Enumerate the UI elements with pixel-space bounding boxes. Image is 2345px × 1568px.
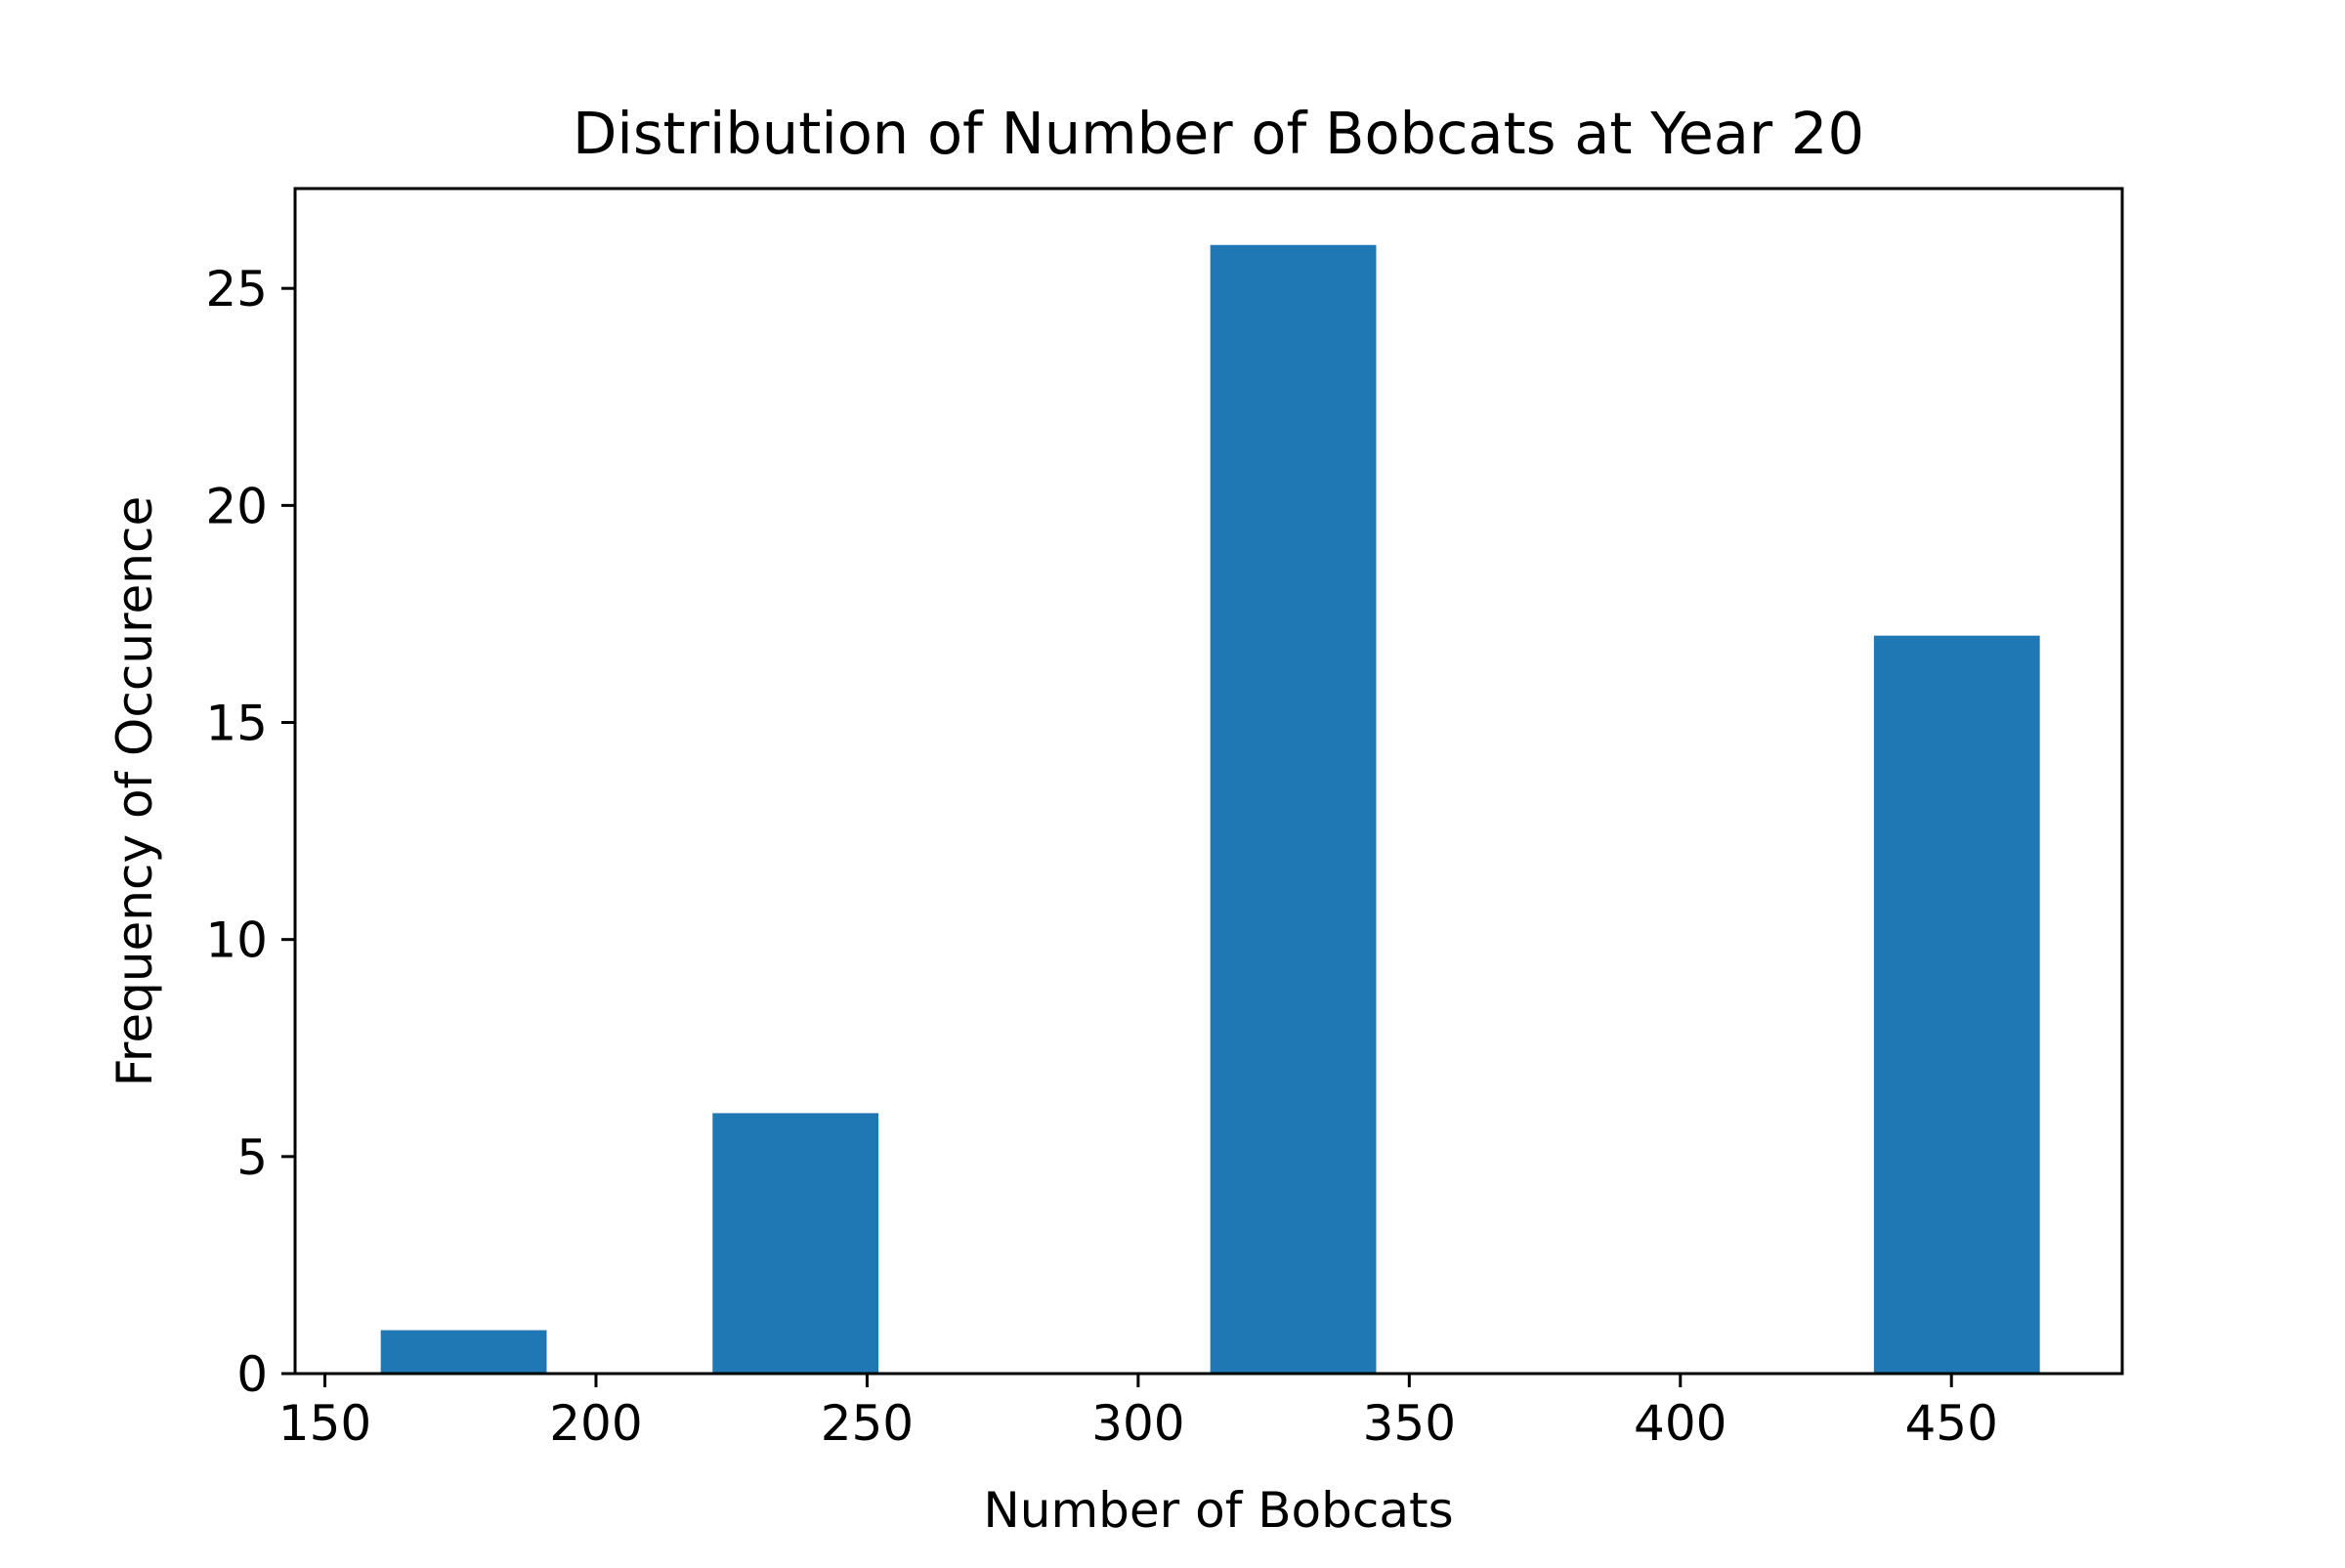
x-tick-label-200: 200 <box>549 1395 642 1452</box>
bar-0 <box>380 1330 547 1374</box>
y-tick-label-15: 15 <box>205 696 268 752</box>
y-tick-label-5: 5 <box>236 1129 268 1186</box>
y-tick-label-25: 25 <box>205 261 268 318</box>
y-axis-label: Frequency of Occurence <box>107 496 163 1086</box>
bar-2 <box>1210 244 1377 1374</box>
x-tick-label-250: 250 <box>821 1395 914 1452</box>
y-tick-label-20: 20 <box>205 478 268 534</box>
x-tick-label-350: 350 <box>1363 1395 1456 1452</box>
x-axis-label: Number of Bobcats <box>983 1482 1453 1539</box>
plot-area-frame <box>293 187 2124 1376</box>
bar-1 <box>712 1113 879 1374</box>
bars-group <box>380 244 2040 1374</box>
y-tick-label-0: 0 <box>236 1346 268 1403</box>
x-tick-label-300: 300 <box>1091 1395 1184 1452</box>
x-tick-label-400: 400 <box>1634 1395 1727 1452</box>
x-axis-ticks: 150 200 250 300 350 400 450 <box>278 1374 1998 1452</box>
x-tick-label-150: 150 <box>278 1395 371 1452</box>
chart-title: Distribution of Number of Bobcats at Yea… <box>573 100 1864 167</box>
y-axis-ticks: 0 5 10 15 20 25 <box>205 261 295 1403</box>
x-tick-label-450: 450 <box>1904 1395 1997 1452</box>
y-tick-label-10: 10 <box>205 912 268 969</box>
bar-3 <box>1873 635 2040 1374</box>
